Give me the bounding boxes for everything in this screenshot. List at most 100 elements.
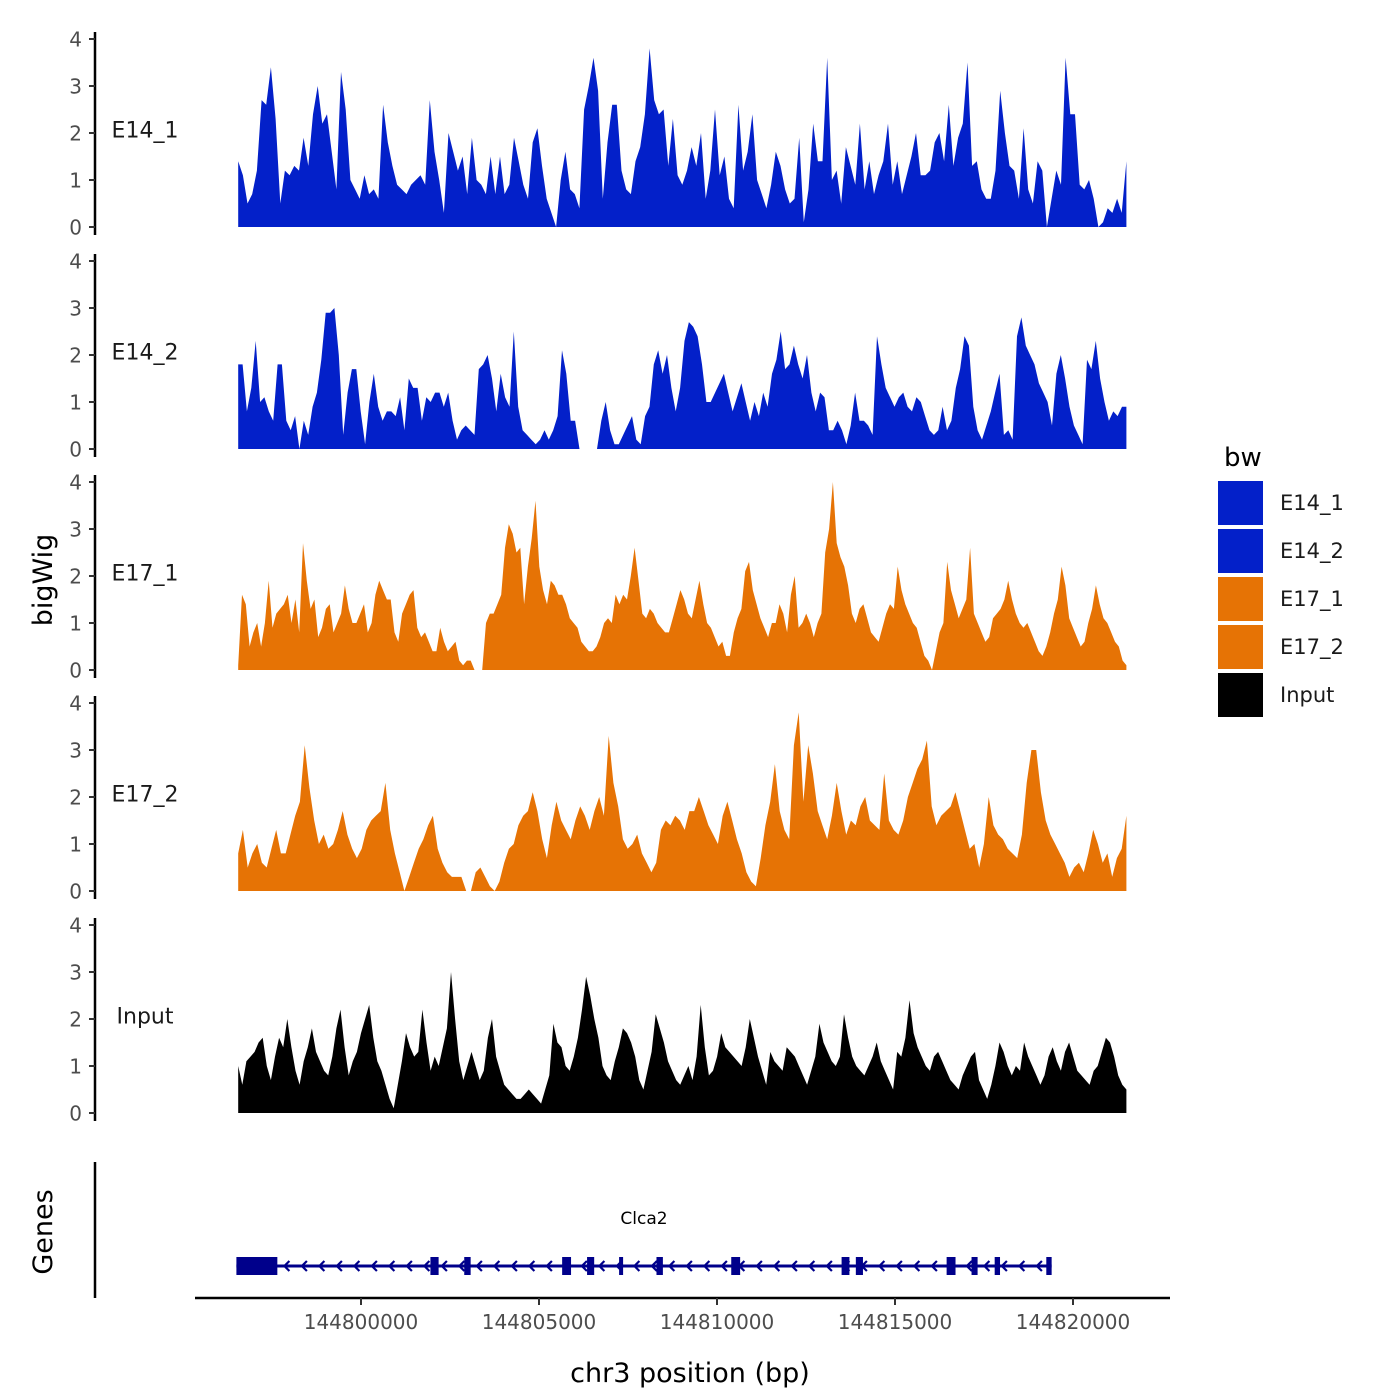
exon — [994, 1257, 1001, 1275]
legend-item-E17_2: E17_2 — [1218, 625, 1344, 669]
legend-label: E17_2 — [1280, 635, 1344, 660]
track-Input: 0 1 2 3 4 Input — [69, 914, 1127, 1126]
track-E17_1: 0 1 2 3 4 E17_1 — [69, 471, 1127, 683]
y-tick-label: 0 — [69, 216, 82, 240]
strand-arrow — [282, 1260, 291, 1272]
y-tick-label: 1 — [69, 169, 82, 193]
y-tick-label: 1 — [69, 391, 82, 415]
legend-swatch — [1218, 577, 1263, 621]
y-tick-label: 0 — [69, 880, 82, 904]
strand-arrow — [510, 1260, 518, 1272]
strand-arrow — [527, 1260, 536, 1272]
track-label: E14_2 — [112, 341, 179, 366]
exon — [619, 1257, 624, 1275]
strand-arrow — [317, 1260, 326, 1272]
strand-arrow — [597, 1260, 606, 1272]
track-area — [238, 482, 1127, 670]
legend-label: E17_1 — [1280, 587, 1344, 612]
strand-arrow — [825, 1260, 833, 1272]
track-E14_1: 0 1 2 3 4 E14_1 — [69, 28, 1127, 240]
gene-label: Clca2 — [620, 1209, 667, 1229]
y-tick-label: 2 — [69, 122, 82, 146]
legend-swatch — [1218, 529, 1263, 573]
strand-arrow — [965, 1260, 973, 1272]
strand-arrow — [387, 1260, 396, 1272]
y-tick-label: 3 — [69, 518, 82, 542]
exon — [430, 1257, 439, 1275]
legend-label: E14_1 — [1280, 491, 1344, 516]
exon — [946, 1257, 956, 1275]
y-tick-label: 3 — [69, 75, 82, 99]
legend-title: bw — [1224, 443, 1262, 473]
y-tick-label: 0 — [69, 1102, 82, 1126]
exon — [1046, 1257, 1052, 1275]
strand-arrow — [457, 1260, 466, 1272]
strand-arrow — [580, 1260, 588, 1272]
x-tick-label: 144820000 — [1016, 1310, 1131, 1334]
strand-arrow — [352, 1260, 361, 1272]
strand-arrow — [370, 1260, 378, 1272]
strand-arrow — [440, 1260, 448, 1272]
bigwig-tracks: 0 1 2 3 4 E14_1 0 1 2 3 4 E14_2 0 1 2 3 4 E17_1 0 1 2 3 4 E17_2… — [69, 28, 1127, 1126]
strand-arrow — [685, 1260, 693, 1272]
strand-arrow — [790, 1260, 798, 1272]
legend-label: E14_2 — [1280, 539, 1344, 564]
strand-arrow — [422, 1260, 431, 1272]
x-tick-label: 144805000 — [482, 1310, 597, 1334]
track-E17_2: 0 1 2 3 4 E17_2 — [69, 692, 1127, 904]
genes-panel: Clca2 — [93, 1162, 1052, 1298]
gene-Clca2: Clca2 — [236, 1209, 1052, 1275]
legend-item-E14_2: E14_2 — [1218, 529, 1344, 573]
strand-arrow — [492, 1260, 501, 1272]
y-tick-label: 3 — [69, 297, 82, 321]
legend-item-E17_1: E17_1 — [1218, 577, 1344, 621]
exon — [841, 1257, 850, 1275]
y-tick-label: 2 — [69, 565, 82, 589]
strand-arrow — [1035, 1260, 1043, 1272]
legend-swatch — [1218, 673, 1263, 717]
exon — [236, 1257, 278, 1275]
track-label: Input — [117, 1005, 174, 1030]
y-tick-label: 1 — [69, 612, 82, 636]
strand-arrow — [877, 1260, 886, 1272]
track-label: E17_1 — [112, 562, 179, 587]
exon — [971, 1257, 978, 1275]
x-tick-label: 144810000 — [660, 1310, 775, 1334]
exon — [855, 1257, 863, 1275]
track-area — [238, 48, 1127, 228]
y-tick-label: 1 — [69, 1055, 82, 1079]
genes-axis-title: Genes — [28, 1189, 59, 1274]
strand-arrow — [755, 1260, 763, 1272]
strand-arrow — [895, 1260, 903, 1272]
y-tick-label: 4 — [69, 250, 82, 274]
legend-swatch — [1218, 625, 1263, 669]
y-tick-label: 0 — [69, 438, 82, 462]
strand-arrow — [702, 1260, 711, 1272]
track-area — [238, 308, 1127, 449]
legend-item-E14_1: E14_1 — [1218, 481, 1344, 525]
exon — [731, 1257, 741, 1275]
strand-arrow — [335, 1260, 343, 1272]
x-tick-label: 144800000 — [304, 1310, 419, 1334]
x-axis-title: chr3 position (bp) — [570, 1358, 810, 1389]
strand-arrow — [632, 1260, 641, 1272]
x-axis: 144800000 144805000 144810000 144815000 1448… — [195, 1296, 1170, 1334]
legend-label: Input — [1280, 683, 1334, 707]
legend-swatch — [1218, 481, 1263, 525]
strand-arrow — [912, 1260, 921, 1272]
legend-item-Input: Input — [1218, 673, 1334, 717]
track-label: E14_1 — [112, 119, 179, 144]
strand-arrow — [667, 1260, 676, 1272]
exon — [464, 1257, 471, 1275]
strand-arrow — [650, 1260, 658, 1272]
strand-arrow — [720, 1260, 728, 1272]
strand-arrow — [300, 1260, 308, 1272]
track-label: E17_2 — [112, 783, 179, 808]
exon — [562, 1257, 572, 1275]
y-tick-label: 4 — [69, 471, 82, 495]
exon — [587, 1257, 595, 1275]
exon — [656, 1257, 663, 1275]
y-tick-label: 4 — [69, 28, 82, 52]
strand-arrow — [807, 1260, 816, 1272]
